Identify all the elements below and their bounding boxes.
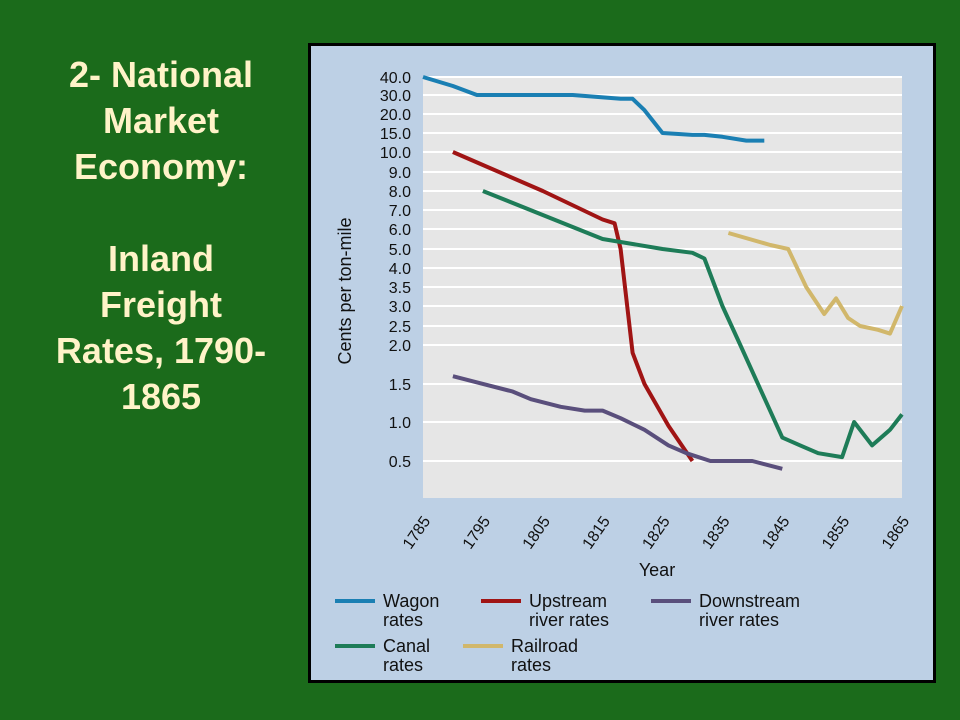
freight-rates-chart: 40.030.0 20.0 15.0 10.0 9.0 8.0 7.0 6.0 5.0 4.0 3.… (335, 70, 913, 675)
title-line: Freight (100, 284, 222, 325)
legend-label: rates (511, 655, 551, 675)
legend-label: Railroad (511, 636, 578, 656)
x-tick-label: 1815 (580, 513, 614, 552)
y-tick-label: 6.0 (389, 222, 411, 239)
legend-label: rates (383, 655, 423, 675)
y-tick-label: 15.0 (380, 126, 411, 143)
y-tick-label: 1.5 (389, 377, 411, 394)
y-tick-label: 30.0 (380, 88, 411, 105)
y-axis-label: Cents per ton-mile (335, 217, 355, 364)
slide-title: 2- National Market Economy: Inland Freig… (20, 52, 302, 420)
legend-label: rates (383, 610, 423, 630)
series-line-wagon-rates (422, 75, 765, 143)
x-tick-label: 1795 (460, 513, 494, 552)
y-tick-label: 4.0 (389, 261, 411, 278)
y-tick-label: 7.0 (389, 203, 411, 220)
y-tick-label: 2.0 (389, 338, 411, 355)
legend-label: Downstream (699, 591, 800, 611)
y-tick-label: 5.0 (389, 242, 411, 259)
series-line-downstream-river-rates (452, 374, 783, 471)
y-tick-label: 40.0 (380, 70, 411, 87)
y-tick-label: 10.0 (380, 145, 411, 162)
y-tick-label: 2.5 (389, 319, 411, 336)
title-line: Inland (108, 238, 214, 279)
legend-label: Upstream (529, 591, 607, 611)
x-tick-label: 1835 (699, 513, 733, 552)
y-tick-label: 3.5 (389, 280, 411, 297)
x-tick-label: 1865 (879, 513, 913, 552)
legend-label: Canal (383, 636, 430, 656)
series-line-railroad-rates (727, 231, 904, 336)
series-line-canal-rates (482, 189, 904, 460)
x-tick-label: 1825 (639, 513, 673, 552)
chart-frame: 40.0 30.0 20.0 15.0 10.0 9.0 8.0 7.0 6.0 5.0 4.0 3.… (308, 43, 936, 683)
title-line: 2- National (68, 54, 254, 95)
x-tick-label: 1855 (819, 513, 853, 552)
x-tick-label: 1805 (520, 513, 554, 552)
y-tick-label: 1.0 (389, 415, 411, 432)
x-tick-label: 1785 (400, 513, 434, 552)
y-tick-label: 3.0 (389, 299, 411, 316)
y-tick-label: 8.0 (389, 184, 411, 201)
title-line: Rates, 1790- (55, 330, 267, 371)
title-line: 1865 (120, 376, 202, 417)
legend-label: river rates (529, 610, 609, 630)
series-line-upstream-river-rates (452, 150, 695, 463)
x-axis-label: Year (639, 560, 675, 580)
y-tick-label: 0.5 (389, 454, 411, 471)
y-tick-label: 9.0 (389, 165, 411, 182)
legend-label: river rates (699, 610, 779, 630)
y-tick-label: 20.0 (380, 107, 411, 124)
title-line: Market (102, 100, 220, 141)
legend-label: Wagon (383, 591, 439, 611)
title-line: Economy: (73, 146, 249, 187)
title-spacer (20, 190, 302, 236)
x-tick-label: 1845 (759, 513, 793, 552)
